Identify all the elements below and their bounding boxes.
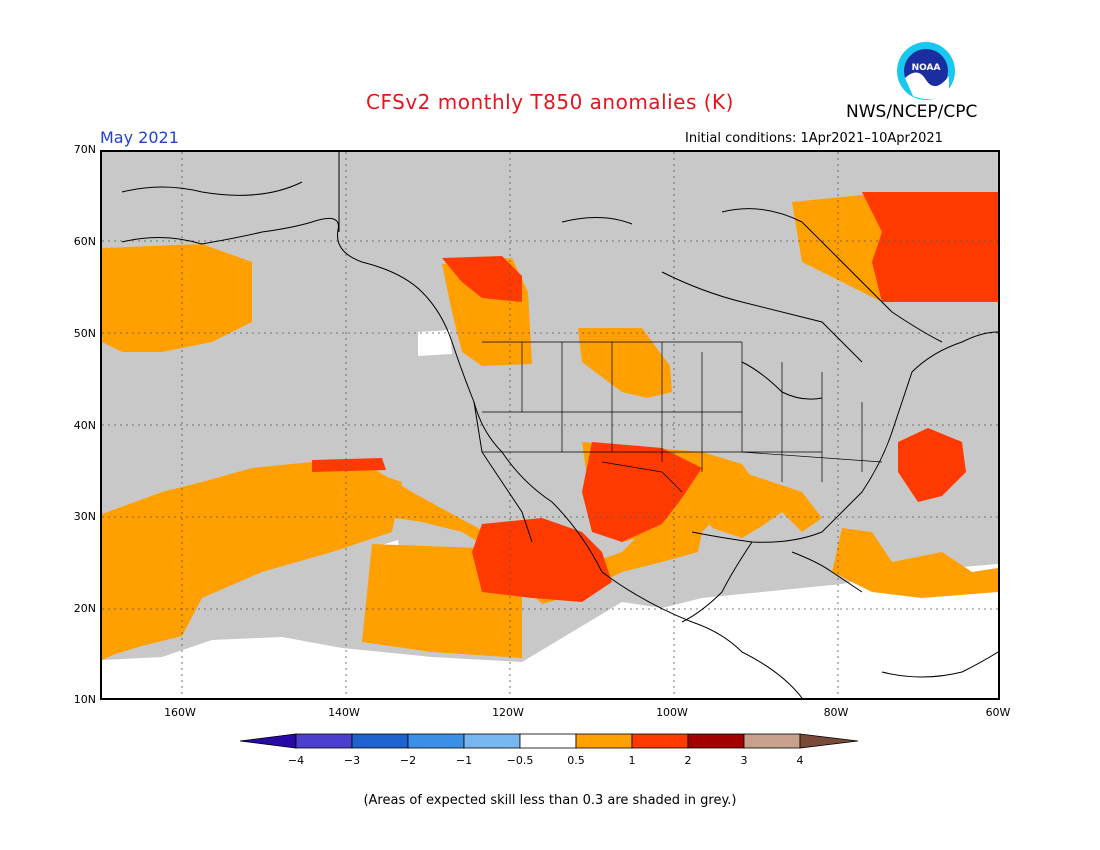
- colorbar-swatch-3-4: [743, 733, 801, 749]
- agency-label: NWS/NCEP/CPC: [846, 102, 978, 122]
- colorbar-swatch-neg3-neg4: [295, 733, 353, 749]
- colorbar-arrow-left: [239, 733, 297, 749]
- colorbar-label: −0.5: [506, 754, 534, 767]
- valid-month-label: May 2021: [100, 128, 179, 147]
- colorbar: [239, 733, 859, 749]
- colorbar-label: 1: [628, 754, 636, 767]
- lon-label-160w: 160W: [164, 706, 196, 719]
- strong-anomaly-region-pacific-nw: [442, 256, 522, 302]
- colorbar-swatch-neutral: [519, 733, 577, 749]
- colorbar-swatch-2-3: [687, 733, 745, 749]
- lat-label-60n: 60N: [73, 235, 96, 248]
- colorbar-label: 2: [684, 754, 692, 767]
- coastlines: [121, 152, 998, 698]
- graticule: [102, 152, 998, 698]
- strong-anomaly-region-northpacific: [312, 458, 386, 472]
- lon-label-100w: 100W: [656, 706, 688, 719]
- colorbar-label: −2: [399, 754, 417, 767]
- colorbar-label: −3: [343, 754, 361, 767]
- near-normal-region-pacific-nw: [418, 330, 452, 356]
- positive-anomaly-region-alaska: [102, 244, 252, 352]
- lat-label-10n: 10N: [73, 693, 96, 706]
- state-borders: [482, 341, 883, 493]
- lon-label-80w: 80W: [823, 706, 849, 719]
- colorbar-swatch-1-2: [631, 733, 689, 749]
- colorbar-label: 4: [796, 754, 804, 767]
- strong-anomaly-region-atlantic: [898, 428, 966, 502]
- skill-note: (Areas of expected skill less than 0.3 a…: [363, 793, 737, 808]
- lat-label-20n: 20N: [73, 602, 96, 615]
- colorbar-swatch-05-1: [575, 733, 633, 749]
- colorbar-swatch-neg1-neg2: [407, 733, 465, 749]
- colorbar-label: 0.5: [567, 754, 585, 767]
- strong-anomaly-region-labrador: [862, 192, 998, 302]
- positive-anomaly-region-rockies: [578, 328, 672, 398]
- lat-label-30n: 30N: [73, 510, 96, 523]
- lon-label-60w: 60W: [985, 706, 1011, 719]
- colorbar-arrow-right: [799, 733, 859, 749]
- anomaly-map: [100, 150, 1000, 700]
- lat-label-70n: 70N: [73, 143, 96, 156]
- positive-anomaly-region-gulf: [682, 472, 822, 538]
- lat-label-50n: 50N: [73, 327, 96, 340]
- positive-anomaly-region-pacific-center: [202, 462, 402, 598]
- map-canvas: [102, 152, 998, 698]
- lon-label-140w: 140W: [328, 706, 360, 719]
- colorbar-label: −1: [455, 754, 473, 767]
- colorbar-swatch-neg05-neg1: [463, 733, 521, 749]
- colorbar-swatch-neg2-neg3: [351, 733, 409, 749]
- lon-label-120w: 120W: [492, 706, 524, 719]
- strong-anomaly-region-baja: [472, 518, 612, 602]
- svg-text:NOAA: NOAA: [912, 63, 941, 73]
- colorbar-label: −4: [287, 754, 305, 767]
- lat-label-40n: 40N: [73, 419, 96, 432]
- near-normal-region-south: [102, 564, 998, 698]
- map-title: CFSv2 monthly T850 anomalies (K): [366, 90, 734, 114]
- colorbar-label: 3: [740, 754, 748, 767]
- initial-conditions-label: Initial conditions: 1Apr2021–10Apr2021: [685, 131, 943, 146]
- noaa-logo: NOAA: [897, 42, 955, 100]
- positive-anomaly-region-caribbean: [832, 528, 998, 598]
